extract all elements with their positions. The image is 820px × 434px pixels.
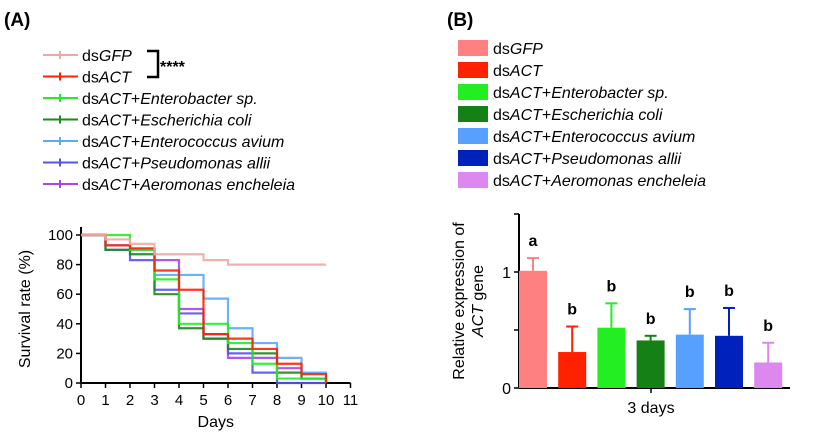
x-tick-label-a: 10	[318, 392, 335, 409]
legend-swatch-5	[458, 150, 488, 166]
legend-label-0: dsGFP	[82, 48, 132, 65]
y-axis-label-b: Relative expression of ACT gene	[451, 222, 487, 380]
legend-swatch-6	[458, 172, 488, 188]
y-axis-label-a: Survival rate (%)	[17, 250, 34, 368]
y-tick-label-a: 80	[56, 257, 73, 274]
legend-label-b-5: dsACT+Pseudomonas allii	[493, 151, 682, 168]
significance-letter-2: b	[607, 278, 617, 295]
y-tick-label-a: 20	[56, 345, 73, 362]
survival-curve-act-escherichia-coli	[81, 233, 328, 383]
significance-bracket	[147, 49, 160, 79]
significance-letter-0: a	[529, 233, 538, 250]
legend-label-b-0: dsGFP	[493, 41, 543, 58]
legend-label-1: dsACT	[82, 70, 132, 87]
significance-letter-6: b	[763, 318, 773, 335]
legend-label-b-4: dsACT+Enterococcus avium	[493, 129, 695, 146]
survival-curve-act	[81, 233, 328, 383]
legend-swatch-4	[458, 128, 488, 144]
legend-label-2: dsACT+Enterobacter sp.	[82, 91, 258, 108]
bar-6	[754, 362, 783, 388]
x-tick-label-a: 9	[297, 392, 305, 409]
legend-label-b-1: dsACT	[493, 63, 543, 80]
significance-letter-4: b	[685, 284, 695, 301]
x-tick-label-a: 4	[175, 392, 183, 409]
panel-label-b: (B)	[447, 10, 473, 31]
y-tick-label-b: 1	[502, 265, 511, 282]
survival-curve-gfp	[81, 233, 326, 266]
bar-3	[636, 340, 665, 388]
legend-label-4: dsACT+Enterococcus avium	[82, 134, 284, 151]
x-tick-label-a: 5	[199, 392, 207, 409]
bar-0	[519, 270, 547, 388]
legend-swatch-0	[458, 40, 488, 56]
y-tick-label-a: 0	[65, 375, 73, 392]
significance-letter-5: b	[724, 283, 734, 300]
x-axis-label-b: 3 days	[627, 400, 674, 417]
x-tick-label-a: 11	[343, 392, 359, 409]
x-tick-label-a: 0	[77, 392, 85, 409]
bar-4	[675, 334, 704, 388]
legend-label-5: dsACT+Pseudomonas allii	[82, 156, 271, 173]
legend-label-6: dsACT+Aeromonas encheleia	[82, 177, 295, 194]
panel-label-a: (A)	[4, 10, 30, 31]
legend-label-3: dsACT+Escherichia coli	[82, 113, 252, 130]
x-tick-label-a: 6	[224, 392, 232, 409]
legend-swatch-1	[458, 62, 488, 78]
legend-label-b-6: dsACT+Aeromonas encheleia	[493, 173, 706, 190]
bar-2	[597, 327, 626, 388]
x-tick-label-a: 2	[126, 392, 134, 409]
legend-swatch-3	[458, 106, 488, 122]
y-tick-label-a: 60	[56, 286, 73, 303]
x-tick-label-a: 8	[273, 392, 281, 409]
y-tick-label-b: 0	[502, 381, 511, 398]
x-tick-label-a: 1	[101, 392, 109, 409]
legend-label-b-3: dsACT+Escherichia coli	[493, 107, 663, 124]
x-axis-label-a: Days	[198, 414, 234, 431]
significance-letter-3: b	[646, 311, 656, 328]
significance-stars: ****	[160, 59, 186, 76]
legend-label-b-2: dsACT+Enterobacter sp.	[493, 85, 669, 102]
legend-swatch-2	[458, 84, 488, 100]
significance-letter-1: b	[567, 302, 577, 319]
y-tick-label-a: 40	[56, 316, 73, 333]
x-tick-label-a: 7	[248, 392, 256, 409]
y-tick-label-a: 100	[48, 227, 73, 244]
x-tick-label-a: 3	[150, 392, 158, 409]
bar-5	[715, 335, 743, 388]
bar-1	[558, 352, 587, 388]
